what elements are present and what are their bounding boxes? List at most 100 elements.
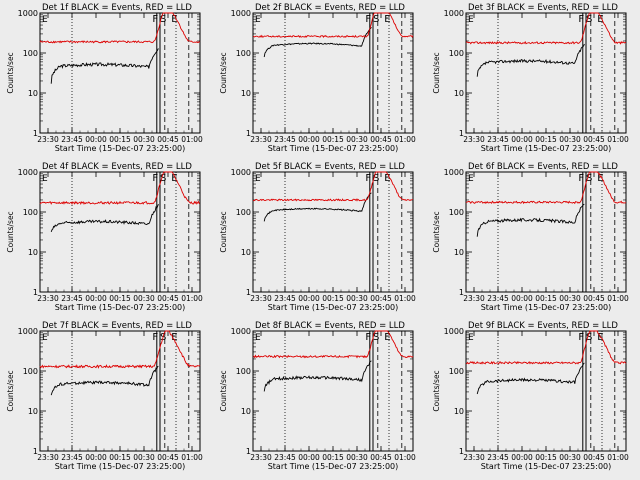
detector-panel-9: Det 9f BLACK = Events, RED = LLD 1 10 100 10… <box>432 321 629 471</box>
x-tick-label: 00:45 <box>583 135 605 144</box>
series-lld-line <box>252 171 414 202</box>
x-axis-label: Start Time (15-Dec-07 23:25:00) <box>481 144 612 153</box>
y-axis-label: Counts/sec <box>432 52 441 93</box>
x-axis-label: Start Time (15-Dec-07 23:25:00) <box>268 144 399 153</box>
x-tick-label: 23:30 <box>37 135 59 144</box>
panel-title: Det 2f BLACK = Events, RED = LLD <box>255 3 405 13</box>
x-tick-label: 00:15 <box>535 453 557 462</box>
panel-title: Det 1f BLACK = Events, RED = LLD <box>42 3 192 13</box>
x-tick-label: 00:00 <box>85 294 107 303</box>
attenuator-label-f: F <box>578 332 584 343</box>
x-tick-label: 00:45 <box>583 453 605 462</box>
x-tick-label: 00:45 <box>370 135 392 144</box>
y-tick-label: 1 <box>33 129 38 138</box>
x-axis-label: Start Time (15-Dec-07 23:25:00) <box>55 303 186 312</box>
detector-panel-3: Det 3f BLACK = Events, RED = LLD 1 10 100 10… <box>432 3 629 153</box>
panel-corner-mark: E <box>255 15 261 25</box>
attenuator-label-f: F <box>365 14 371 25</box>
y-tick-label: 1000 <box>231 327 251 336</box>
x-axis-label: Start Time (15-Dec-07 23:25:00) <box>481 303 612 312</box>
x-tick-label: 23:30 <box>463 135 485 144</box>
x-tick-label: 23:45 <box>61 453 83 462</box>
y-axis-label: Counts/sec <box>432 370 441 411</box>
y-tick-label: 1 <box>246 447 251 456</box>
x-tick-label: 00:15 <box>535 135 557 144</box>
y-tick-label: 1000 <box>18 9 38 18</box>
series-events-line <box>50 203 159 233</box>
attenuator-label-s: S <box>373 332 379 343</box>
y-tick-label: 1 <box>459 288 464 297</box>
x-axis-label: Start Time (15-Dec-07 23:25:00) <box>268 462 399 471</box>
x-tick-label: 00:00 <box>298 453 320 462</box>
x-tick-label: 23:45 <box>61 294 83 303</box>
y-tick-label: 100 <box>236 208 251 217</box>
x-tick-label: 00:30 <box>559 135 581 144</box>
x-tick-label: 01:00 <box>394 294 416 303</box>
x-tick-label: 00:30 <box>346 453 368 462</box>
y-axis-label: Counts/sec <box>219 52 228 93</box>
x-tick-label: 23:45 <box>274 135 296 144</box>
panel-title: Det 3f BLACK = Events, RED = LLD <box>468 3 618 13</box>
attenuator-label-s: S <box>586 332 592 343</box>
attenuator-label-s: S <box>373 173 379 184</box>
y-tick-label: 1 <box>246 129 251 138</box>
y-tick-label: 10 <box>28 248 38 257</box>
y-tick-label: 1000 <box>444 9 464 18</box>
y-tick-label: 10 <box>28 407 38 416</box>
x-tick-label: 00:45 <box>370 453 392 462</box>
panel-corner-mark: E <box>42 15 48 25</box>
x-tick-label: 00:45 <box>157 294 179 303</box>
series-events-line <box>263 192 372 222</box>
x-tick-label: 01:00 <box>181 135 203 144</box>
series-lld-line <box>252 12 414 38</box>
attenuator-label-f: F <box>578 173 584 184</box>
y-tick-label: 100 <box>449 208 464 217</box>
attenuator-label-f: F <box>578 14 584 25</box>
y-tick-label: 10 <box>241 248 251 257</box>
x-tick-label: 00:15 <box>109 294 131 303</box>
attenuator-label-s: S <box>586 173 592 184</box>
series-lld-line <box>39 12 201 44</box>
attenuator-label-f: F <box>152 332 158 343</box>
y-tick-label: 1000 <box>231 168 251 177</box>
attenuator-label-f: F <box>365 173 371 184</box>
y-tick-label: 10 <box>241 407 251 416</box>
x-tick-label: 23:30 <box>463 294 485 303</box>
y-axis-label: Counts/sec <box>6 52 15 93</box>
x-tick-label: 01:00 <box>394 453 416 462</box>
y-axis-label: Counts/sec <box>6 370 15 411</box>
detector-panel-6: Det 6f BLACK = Events, RED = LLD 1 10 100 10… <box>432 162 629 312</box>
y-tick-label: 100 <box>236 367 251 376</box>
series-lld-line <box>465 330 627 365</box>
x-tick-label: 00:00 <box>511 135 533 144</box>
attenuator-label-f: F <box>365 332 371 343</box>
x-tick-label: 00:45 <box>157 453 179 462</box>
y-tick-label: 10 <box>454 248 464 257</box>
x-tick-label: 01:00 <box>181 294 203 303</box>
x-tick-label: 00:15 <box>322 453 344 462</box>
y-tick-label: 1 <box>33 447 38 456</box>
x-tick-label: 23:45 <box>274 294 296 303</box>
panel-corner-mark: E <box>42 174 48 184</box>
x-tick-label: 00:00 <box>511 294 533 303</box>
x-tick-label: 00:30 <box>559 453 581 462</box>
y-axis-label: Counts/sec <box>6 211 15 252</box>
panel-title: Det 5f BLACK = Events, RED = LLD <box>255 162 405 172</box>
x-tick-label: 01:00 <box>607 453 629 462</box>
x-tick-label: 00:00 <box>85 135 107 144</box>
detector-panel-5: Det 5f BLACK = Events, RED = LLD 1 10 100 10… <box>219 162 416 312</box>
panel-corner-mark: E <box>468 15 474 25</box>
x-tick-label: 23:45 <box>487 294 509 303</box>
panel-corner-mark: E <box>255 333 261 343</box>
attenuator-label-e: E <box>384 173 390 184</box>
series-lld-line <box>465 171 627 205</box>
y-tick-label: 1000 <box>18 327 38 336</box>
attenuator-label-s: S <box>586 14 592 25</box>
series-events-line <box>476 203 585 237</box>
x-tick-label: 00:00 <box>511 453 533 462</box>
series-lld-line <box>39 171 200 206</box>
detector-panel-8: Det 8f BLACK = Events, RED = LLD 1 10 100 10… <box>219 321 416 471</box>
series-lld-line <box>252 330 414 359</box>
x-tick-label: 23:45 <box>61 135 83 144</box>
